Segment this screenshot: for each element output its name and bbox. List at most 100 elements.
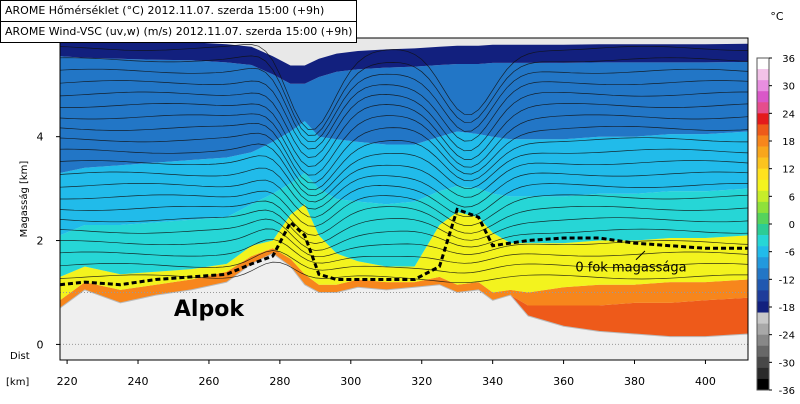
colorbar-swatch — [757, 80, 769, 92]
streamline — [60, 209, 748, 244]
streamline — [60, 179, 748, 218]
streamline — [60, 132, 748, 191]
colorbar-tick-label: -36 — [779, 386, 795, 397]
streamline — [60, 143, 748, 197]
band-warm — [60, 248, 748, 309]
colorbar-swatch — [757, 334, 769, 347]
colorbar-tick-label: 18 — [782, 137, 795, 148]
plot-frame — [59, 37, 749, 361]
streamline — [60, 91, 748, 158]
freezing-level-line — [60, 207, 748, 287]
colorbar-tick-label: -6 — [785, 248, 795, 259]
band-m6-0 — [60, 173, 748, 277]
y-tick-label: 2 — [37, 235, 44, 248]
streamline — [60, 122, 748, 184]
colorbar-swatch — [757, 246, 769, 258]
colorbar-swatch — [757, 168, 769, 181]
x-tick-label: 360 — [553, 375, 574, 388]
colorbar-tick-label: 24 — [782, 109, 795, 120]
streamline — [60, 190, 748, 227]
streamline — [60, 55, 748, 136]
colorbar-swatch — [757, 69, 769, 81]
colorbar-swatch — [757, 91, 769, 103]
header-line-temperature: AROME Hőmérséklet (°C) 2012.11.07. szerd… — [5, 4, 325, 17]
colorbar-swatch — [757, 113, 769, 125]
colorbar-swatch — [757, 290, 769, 302]
x-tick-label: 280 — [269, 375, 290, 388]
y-axis-label: Magasság [km] — [18, 161, 30, 238]
colorbar-swatch — [757, 157, 769, 169]
streamline — [60, 238, 748, 264]
band-m18-m12 — [60, 56, 748, 174]
colorbar-swatch — [757, 190, 769, 203]
terrain — [60, 252, 748, 360]
colorbar-tick-label: 30 — [782, 82, 795, 93]
colorbar-swatch — [757, 58, 769, 70]
streamline — [60, 67, 748, 143]
streamline — [60, 155, 748, 203]
colorbar-swatch — [757, 179, 769, 192]
streamline — [60, 228, 748, 258]
x-tick-label: 320 — [411, 375, 432, 388]
streamline — [60, 103, 748, 167]
colorbar-swatch — [757, 124, 769, 136]
colorbar-tick-label: -12 — [779, 275, 795, 286]
streamline — [60, 44, 748, 130]
header-line-wind: AROME Wind-VSC (uv,w) (m/s) 2012.11.07. … — [1, 21, 357, 42]
x-tick-label: 300 — [340, 375, 361, 388]
x-tick-label: 400 — [695, 375, 716, 388]
colorbar-tick-label: -24 — [779, 331, 795, 342]
plot-area — [60, 38, 748, 360]
colorbar-swatch — [757, 345, 769, 358]
colorbar-swatch — [757, 257, 769, 269]
annotation-arrow — [635, 250, 646, 261]
chart-header: AROME Hőmérséklet (°C) 2012.11.07. szerd… — [0, 0, 358, 43]
colorbar-swatch — [757, 268, 769, 280]
annotation-alpok: Alpok — [174, 297, 245, 322]
colorbar-tick-label: -30 — [779, 358, 795, 369]
annotation-freezing-level: 0 fok magassága — [575, 261, 686, 276]
x-axis-prefix: Dist — [10, 351, 30, 362]
y-tick-label: 4 — [37, 131, 44, 144]
streamline — [60, 250, 748, 274]
colorbar-swatch — [757, 378, 769, 391]
colorbar-swatch — [757, 201, 769, 214]
colorbar-tick-label: 36 — [782, 54, 795, 65]
streamline — [60, 113, 748, 176]
colorbar-swatch — [757, 212, 769, 225]
colorbar-swatch — [757, 102, 769, 114]
colorbar-swatch — [757, 146, 769, 158]
x-tick-label: 240 — [128, 375, 149, 388]
y-tick-label: 0 — [37, 338, 44, 351]
colorbar-swatch — [757, 135, 769, 147]
x-tick-label: 220 — [57, 375, 78, 388]
wind-streamlines — [60, 44, 748, 284]
colorbar-unit: °C — [770, 10, 784, 23]
streamline — [60, 200, 748, 236]
band-hot — [60, 253, 748, 337]
colorbar-tick-label: 12 — [782, 165, 795, 176]
colorbar-tick-label: 6 — [789, 192, 795, 203]
colorbar-swatch — [757, 323, 769, 335]
x-axis-label: [km] — [6, 377, 29, 388]
colorbar-swatch — [757, 235, 769, 247]
colorbar-swatch — [757, 312, 769, 324]
x-tick-label: 380 — [624, 375, 645, 388]
streamline — [60, 80, 748, 150]
colorbar-tick-label: 0 — [789, 220, 795, 231]
colorbar: °C 36 30 24 18 12 6 0 -6 -12 -18 -24 -30 -36 — [756, 10, 795, 397]
band-m12-m6 — [60, 121, 748, 236]
colorbar-swatch — [757, 279, 769, 291]
colorbar-swatch — [757, 356, 769, 369]
streamline — [60, 261, 748, 284]
colorbar-tick-label: -18 — [779, 303, 795, 314]
x-tick-label: 340 — [482, 375, 503, 388]
x-tick-label: 260 — [198, 375, 219, 388]
colorbar-swatch — [757, 301, 769, 313]
streamline — [60, 167, 748, 210]
streamline — [60, 218, 748, 251]
colorbar-swatch — [757, 367, 769, 380]
colorbar-swatch — [757, 224, 769, 236]
